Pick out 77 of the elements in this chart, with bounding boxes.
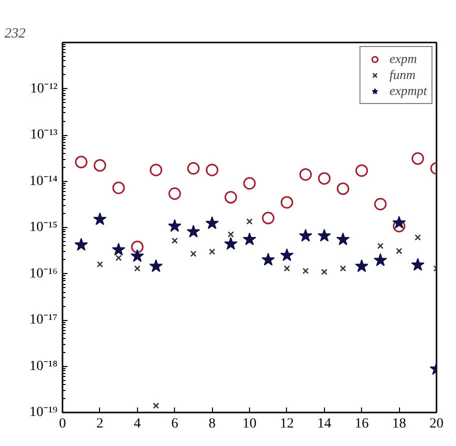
- point: [168, 219, 182, 232]
- y-tick-label: 10⁻¹⁴: [29, 174, 58, 189]
- point: [280, 196, 294, 209]
- point: [206, 164, 218, 176]
- point: [243, 177, 256, 190]
- x-tick-label: 4: [134, 416, 141, 432]
- x-tick-label: 20: [430, 416, 444, 432]
- point: [298, 228, 312, 242]
- point: [190, 250, 197, 257]
- point: [392, 220, 406, 232]
- point: [150, 164, 162, 176]
- point: [396, 248, 402, 254]
- point: [130, 249, 144, 262]
- x-tick-label: 8: [208, 416, 216, 432]
- point: [414, 234, 421, 241]
- point: [318, 228, 331, 242]
- point: [299, 168, 312, 181]
- y-tick-label: 10⁻¹³: [30, 128, 58, 142]
- point: [224, 191, 238, 204]
- x-tick-label: 10: [242, 416, 256, 432]
- point: [134, 265, 140, 272]
- point: [262, 252, 275, 266]
- legend-label: expmpt: [389, 83, 427, 99]
- x-tick-label: 6: [171, 416, 178, 432]
- x-tick-label: 12: [280, 416, 294, 432]
- point: [224, 236, 238, 250]
- point: [246, 218, 253, 225]
- point: [93, 212, 107, 226]
- point: [187, 162, 200, 175]
- point: [412, 152, 424, 165]
- x-tick-label: 18: [392, 416, 406, 432]
- point: [168, 187, 181, 200]
- point: [208, 248, 216, 255]
- point: [186, 224, 200, 238]
- y-tick-label: 10⁻¹⁹: [29, 405, 58, 420]
- point: [242, 232, 256, 246]
- x-tick-label: 14: [317, 416, 332, 432]
- point: [336, 232, 350, 246]
- point: [336, 182, 350, 195]
- point: [355, 259, 368, 272]
- y-tick-label: 10⁻¹⁸: [29, 358, 58, 374]
- legend-label: funm: [389, 67, 416, 83]
- point: [149, 259, 163, 272]
- point: [228, 231, 234, 238]
- point: [262, 212, 274, 224]
- point: [172, 238, 178, 244]
- point: [411, 258, 424, 271]
- point: [377, 242, 384, 250]
- y-tick-label: 10⁻¹⁶: [29, 266, 58, 282]
- point: [392, 216, 406, 229]
- point: [318, 172, 331, 185]
- point: [74, 156, 88, 168]
- point: [152, 402, 160, 409]
- point: [205, 216, 219, 230]
- x-tick-label: 16: [354, 416, 369, 432]
- point: [302, 268, 309, 274]
- point: [94, 159, 106, 172]
- point: [74, 238, 88, 251]
- point: [340, 265, 346, 272]
- text: 232: [4, 26, 26, 42]
- point: [280, 248, 294, 262]
- point: [374, 198, 387, 210]
- legend-label: expm: [389, 51, 417, 67]
- point: [374, 253, 388, 266]
- y-tick-label: 10⁻¹²: [30, 81, 58, 96]
- point: [96, 261, 104, 268]
- point: [115, 254, 122, 262]
- point: [112, 242, 126, 256]
- point: [284, 265, 290, 272]
- x-tick-label: 2: [96, 416, 104, 432]
- point: [131, 240, 144, 254]
- point: [321, 268, 328, 275]
- point: [112, 182, 125, 194]
- y-tick-label: 10⁻¹⁵: [29, 220, 58, 235]
- point: [355, 164, 368, 177]
- x-tick-label: 0: [59, 416, 66, 432]
- y-tick-label: 10⁻¹⁷: [29, 312, 58, 328]
